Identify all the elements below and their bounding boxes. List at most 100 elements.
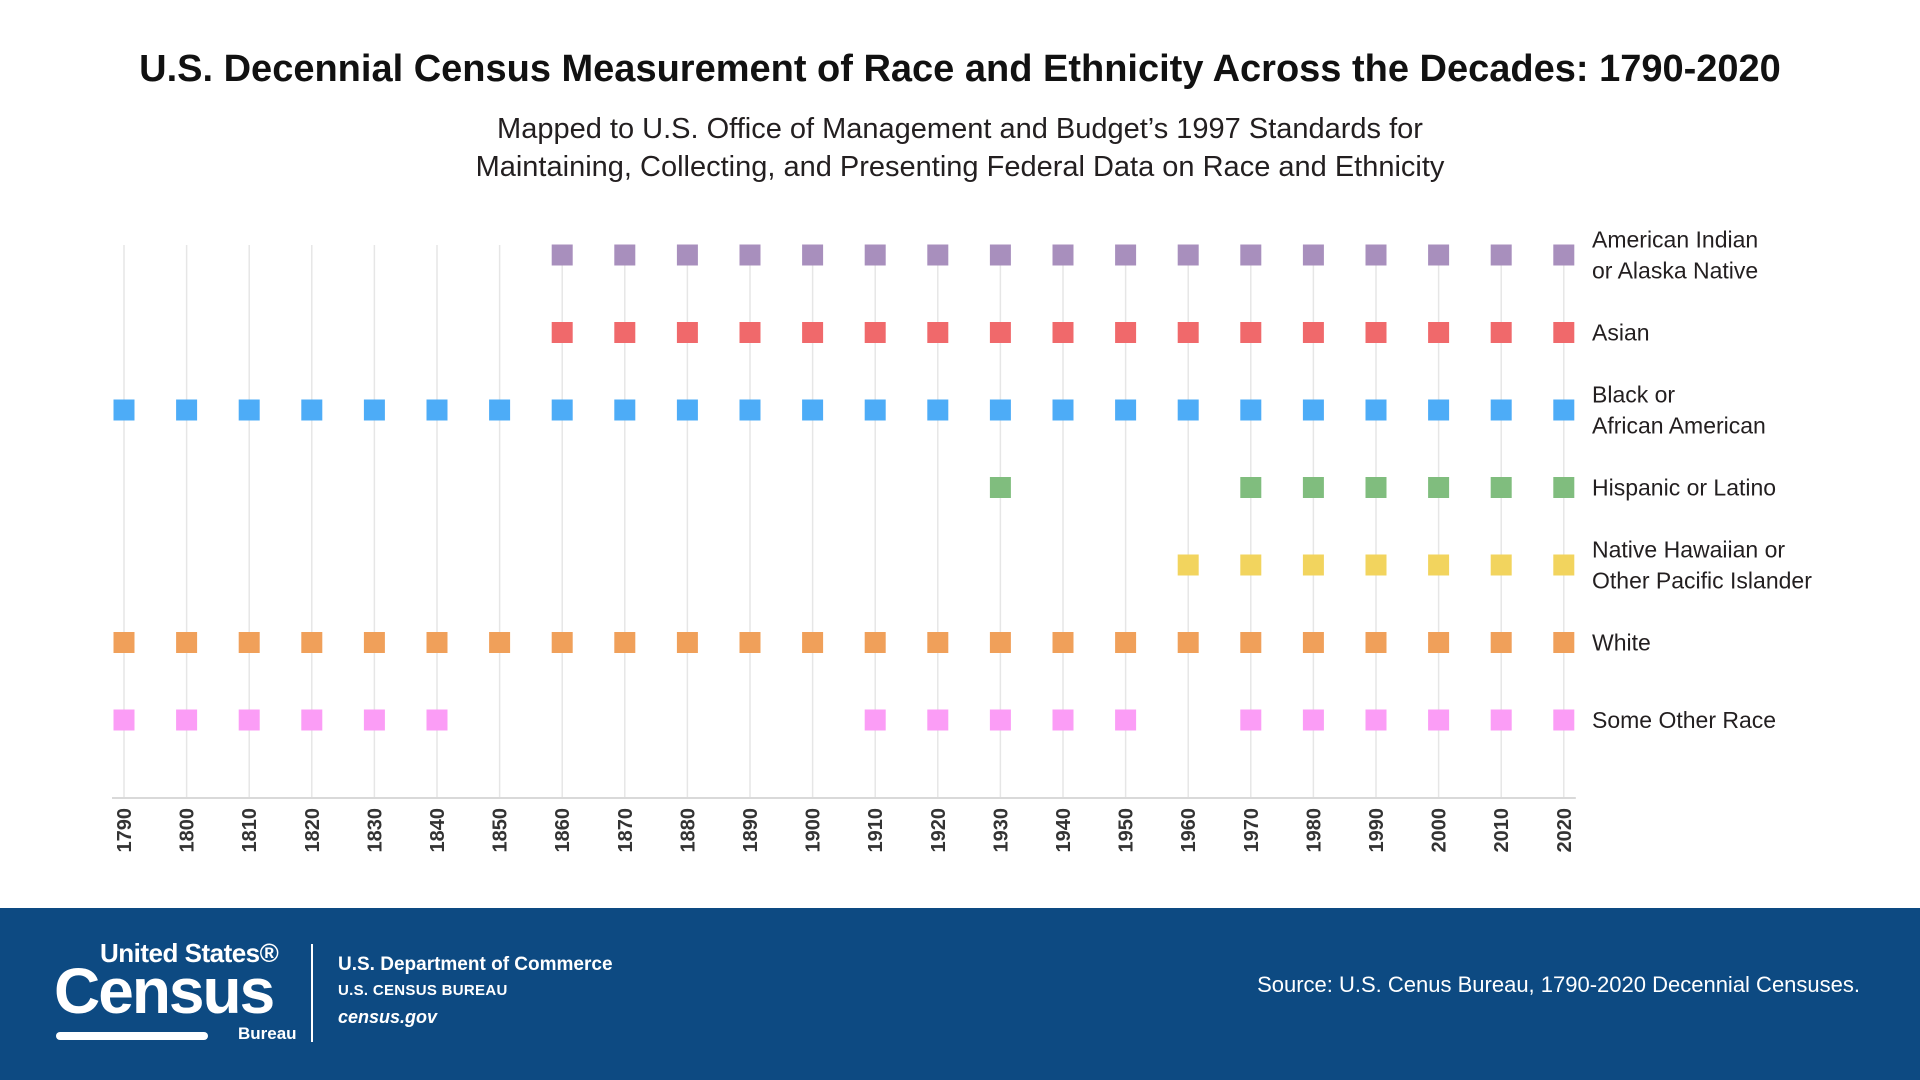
x-tick-label-1830: 1830 (364, 808, 386, 853)
row-label-line: White (1592, 630, 1651, 656)
marker-some-other-race-1950 (1115, 709, 1137, 731)
marker-american-indian-or-alaska-native-2010 (1490, 244, 1512, 266)
marker-native-hawaiian-or-other-pacific-islander-1960 (1177, 554, 1199, 576)
x-tick-label-1900: 1900 (803, 808, 825, 853)
x-tick-label-1980: 1980 (1303, 808, 1325, 853)
marker-white-1940 (1052, 632, 1074, 653)
marker-white-1900 (802, 632, 824, 653)
marker-american-indian-or-alaska-native-1940 (1052, 244, 1074, 266)
marker-some-other-race-1800 (176, 709, 198, 731)
x-tick-label-1870: 1870 (615, 808, 637, 853)
row-label-native-hawaiian-or-other-pacific-islander: Native Hawaiian or Other Pacific Islander (1592, 537, 1812, 594)
race-ethnicity-dot-chart: 1790 1800 1810 1820 1830 1840 1850 1860 1870 1880… (112, 227, 1812, 853)
marker-asian-1860 (551, 322, 573, 343)
marker-native-hawaiian-or-other-pacific-islander-2010 (1490, 554, 1512, 576)
marker-black-or-african-american-1900 (802, 399, 824, 421)
source-note: Source: U.S. Cenus Bureau, 1790-2020 Dec… (1257, 972, 1860, 997)
marker-asian-2010 (1490, 322, 1512, 343)
x-tick-label-1960: 1960 (1178, 808, 1200, 853)
marker-some-other-race-1810 (238, 709, 260, 731)
marker-black-or-african-american-1920 (927, 399, 949, 421)
x-tick-label-1890: 1890 (740, 808, 762, 853)
marker-black-or-african-american-1840 (426, 399, 448, 421)
x-tick-label-1880: 1880 (677, 808, 699, 853)
marker-asian-1900 (802, 322, 824, 343)
row-label-line: Native Hawaiian or (1592, 537, 1785, 563)
website-link[interactable]: census.gov (338, 1007, 438, 1027)
marker-white-1990 (1365, 632, 1387, 653)
marker-black-or-african-american-2020 (1553, 399, 1575, 421)
x-tick-label-2010: 2010 (1491, 808, 1513, 853)
marker-american-indian-or-alaska-native-2000 (1428, 244, 1450, 266)
marker-some-other-race-1990 (1365, 709, 1387, 731)
marker-american-indian-or-alaska-native-1900 (802, 244, 824, 266)
marker-american-indian-or-alaska-native-1910 (864, 244, 886, 266)
marker-hispanic-or-latino-2000 (1428, 477, 1450, 498)
marker-asian-1990 (1365, 322, 1387, 343)
marker-asian-2020 (1553, 322, 1575, 343)
marker-white-2020 (1553, 632, 1575, 653)
marker-white-1960 (1177, 632, 1199, 653)
marker-some-other-race-1820 (301, 709, 323, 731)
marker-black-or-african-american-1860 (551, 399, 573, 421)
marker-black-or-african-american-1820 (301, 399, 323, 421)
marker-white-2000 (1428, 632, 1450, 653)
marker-some-other-race-1840 (426, 709, 448, 731)
row-label-some-other-race: Some Other Race (1592, 707, 1776, 733)
subtitle-line-1: Mapped to U.S. Office of Management and … (497, 113, 1423, 145)
marker-black-or-african-american-2010 (1490, 399, 1512, 421)
marker-white-1800 (176, 632, 198, 653)
marker-american-indian-or-alaska-native-1930 (989, 244, 1011, 266)
marker-asian-1960 (1177, 322, 1199, 343)
marker-black-or-african-american-1880 (676, 399, 698, 421)
footer-bar: United States® Census Bureau U.S. Depart… (0, 908, 1920, 1080)
x-tick-label-2000: 2000 (1429, 808, 1451, 853)
marker-white-1950 (1115, 632, 1137, 653)
marker-white-1890 (739, 632, 761, 653)
x-tick-label-1990: 1990 (1366, 808, 1388, 853)
marker-some-other-race-1830 (363, 709, 385, 731)
x-tick-label-1820: 1820 (302, 808, 324, 853)
census-bureau-logo[interactable]: United States® Census Bureau (54, 938, 297, 1050)
marker-hispanic-or-latino-2020 (1553, 477, 1575, 498)
x-axis: 1790 1800 1810 1820 1830 1840 1850 1860 1870 1880… (112, 797, 1576, 853)
chart-title: U.S. Decennial Census Measurement of Rac… (139, 48, 1781, 90)
row-label-line: American Indian (1592, 227, 1758, 253)
marker-asian-1910 (864, 322, 886, 343)
marker-native-hawaiian-or-other-pacific-islander-1980 (1302, 554, 1324, 576)
x-tick-label-1850: 1850 (490, 808, 512, 853)
marker-black-or-african-american-1960 (1177, 399, 1199, 421)
x-tick-label-1810: 1810 (239, 808, 261, 853)
marker-hispanic-or-latino-1930 (989, 477, 1011, 498)
marker-american-indian-or-alaska-native-1970 (1240, 244, 1262, 266)
marker-black-or-african-american-2000 (1428, 399, 1450, 421)
marker-black-or-african-american-1990 (1365, 399, 1387, 421)
marker-white-1970 (1240, 632, 1262, 653)
marker-some-other-race-1980 (1302, 709, 1324, 731)
marker-white-1860 (551, 632, 573, 653)
marker-some-other-race-2020 (1553, 709, 1575, 731)
marker-native-hawaiian-or-other-pacific-islander-1970 (1240, 554, 1262, 576)
marker-asian-1950 (1115, 322, 1137, 343)
marker-asian-1870 (614, 322, 636, 343)
row-label-asian: Asian (1592, 320, 1650, 346)
row-label-black-or-african-american: Black or African American (1592, 382, 1766, 439)
marker-some-other-race-1910 (864, 709, 886, 731)
marker-some-other-race-1790 (113, 709, 135, 731)
marker-native-hawaiian-or-other-pacific-islander-1990 (1365, 554, 1387, 576)
row-label-line: African American (1592, 413, 1766, 439)
marker-black-or-african-american-1940 (1052, 399, 1074, 421)
marker-american-indian-or-alaska-native-1870 (614, 244, 636, 266)
logo-census: Census (54, 955, 275, 1027)
marker-asian-2000 (1428, 322, 1450, 343)
marker-american-indian-or-alaska-native-1980 (1302, 244, 1324, 266)
marker-white-1810 (238, 632, 260, 653)
chart-subtitle: Mapped to U.S. Office of Management and … (0, 110, 1920, 186)
marker-black-or-african-american-1890 (739, 399, 761, 421)
marker-american-indian-or-alaska-native-1880 (676, 244, 698, 266)
marker-hispanic-or-latino-1980 (1302, 477, 1324, 498)
marker-white-1880 (676, 632, 698, 653)
marker-black-or-african-american-1980 (1302, 399, 1324, 421)
marker-some-other-race-2010 (1490, 709, 1512, 731)
